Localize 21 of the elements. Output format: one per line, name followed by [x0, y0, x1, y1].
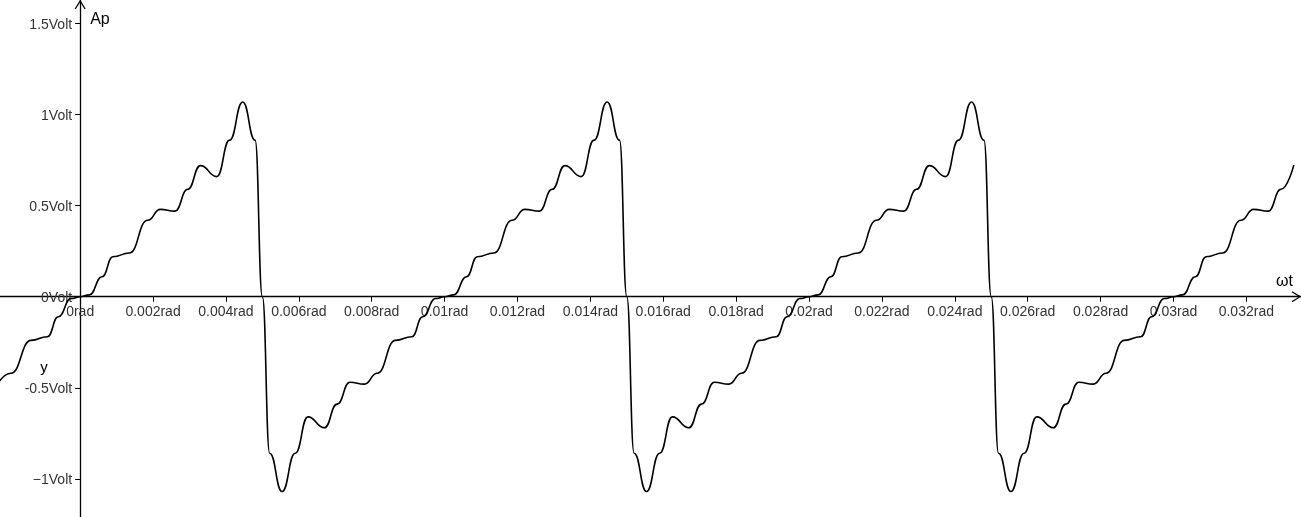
y-tick-label: 0.5Volt: [29, 197, 73, 214]
x-tick-label: 0.002rad: [125, 302, 181, 319]
x-tick-label: 0.004rad: [198, 302, 254, 319]
y-tick-label: -0.5Volt: [24, 379, 73, 396]
x-axis-title: ωt: [1276, 272, 1294, 290]
x-tick-label: 0.022rad: [854, 302, 910, 319]
x-tick-label: 0.008rad: [344, 302, 400, 319]
x-tick-label: 0.006rad: [271, 302, 327, 319]
x-tick-label: 0.016rad: [635, 302, 691, 319]
x-tick-label: 0.014rad: [562, 302, 619, 319]
x-tick-label: 0.028rad: [1072, 302, 1129, 319]
y-axis-title: Ap: [90, 9, 110, 27]
y-tick-label: 1Volt: [41, 106, 73, 123]
y-tick-label: −1Volt: [32, 470, 73, 487]
x-tick-label: 0.012rad: [489, 302, 546, 319]
annotation: y: [40, 357, 49, 375]
x-tick-label: 0.032rad: [1218, 302, 1274, 319]
x-tick-label: 0.018rad: [708, 302, 764, 319]
y-tick-label: 1.5Volt: [29, 15, 73, 32]
x-tick-label: 0.026rad: [1000, 302, 1056, 319]
x-tick-label: 0.024rad: [927, 302, 983, 319]
